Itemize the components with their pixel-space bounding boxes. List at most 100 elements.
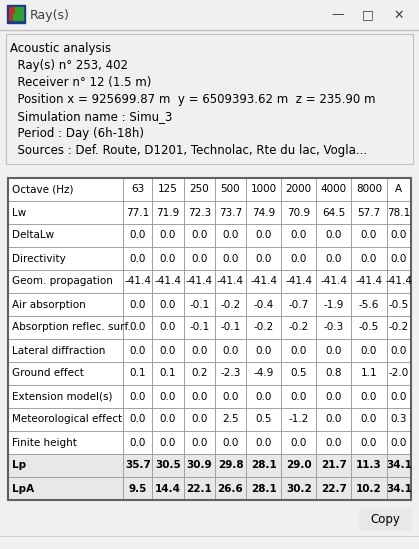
Bar xyxy=(0,0,419,30)
Text: DeltaLw: DeltaLw xyxy=(12,231,54,240)
Text: 0.0: 0.0 xyxy=(129,254,146,264)
Text: -2.3: -2.3 xyxy=(220,368,241,378)
Text: 21.7: 21.7 xyxy=(321,461,347,470)
Text: 0.0: 0.0 xyxy=(222,254,239,264)
Text: -2.0: -2.0 xyxy=(389,368,409,378)
Text: -0.1: -0.1 xyxy=(189,300,210,310)
Text: □: □ xyxy=(362,8,374,21)
Text: 0.8: 0.8 xyxy=(326,368,342,378)
Text: 0.3: 0.3 xyxy=(391,414,407,424)
Text: -4.9: -4.9 xyxy=(253,368,274,378)
Text: 0.0: 0.0 xyxy=(361,438,377,447)
Text: 0.0: 0.0 xyxy=(160,300,176,310)
Text: 0.0: 0.0 xyxy=(129,231,146,240)
Text: -41.4: -41.4 xyxy=(124,277,151,287)
Text: -0.5: -0.5 xyxy=(359,322,379,333)
Text: Sources : Def. Route, D1201, Technolac, Rte du lac, Vogla...: Sources : Def. Route, D1201, Technolac, … xyxy=(10,144,367,157)
Text: 28.1: 28.1 xyxy=(251,484,277,494)
Text: 0.0: 0.0 xyxy=(160,414,176,424)
Text: -0.2: -0.2 xyxy=(253,322,274,333)
Text: 500: 500 xyxy=(221,184,240,194)
Text: 57.7: 57.7 xyxy=(357,208,381,217)
Bar xyxy=(8,178,411,500)
Text: 8000: 8000 xyxy=(356,184,382,194)
Text: 0.0: 0.0 xyxy=(361,391,377,401)
Text: 0.5: 0.5 xyxy=(290,368,307,378)
Text: 0.0: 0.0 xyxy=(191,254,207,264)
Bar xyxy=(15,7,23,13)
Text: 0.2: 0.2 xyxy=(191,368,207,378)
Text: 0.0: 0.0 xyxy=(129,345,146,356)
Text: 4000: 4000 xyxy=(321,184,347,194)
Text: 63: 63 xyxy=(131,184,145,194)
Text: 0.0: 0.0 xyxy=(361,345,377,356)
Text: -0.2: -0.2 xyxy=(389,322,409,333)
Text: 0.0: 0.0 xyxy=(129,414,146,424)
Text: 0.0: 0.0 xyxy=(391,391,407,401)
Text: 0.0: 0.0 xyxy=(326,391,342,401)
Text: ✕: ✕ xyxy=(394,8,404,21)
Text: 0.0: 0.0 xyxy=(191,231,207,240)
Text: 0.0: 0.0 xyxy=(291,254,307,264)
Text: 0.0: 0.0 xyxy=(326,345,342,356)
Text: -0.1: -0.1 xyxy=(189,322,210,333)
Text: 77.1: 77.1 xyxy=(126,208,150,217)
Text: 0.0: 0.0 xyxy=(222,345,239,356)
Text: 30.2: 30.2 xyxy=(286,484,312,494)
Text: 73.7: 73.7 xyxy=(219,208,242,217)
Text: 70.9: 70.9 xyxy=(287,208,310,217)
Text: -0.2: -0.2 xyxy=(289,322,309,333)
Text: Acoustic analysis: Acoustic analysis xyxy=(10,42,111,55)
Text: Air absorption: Air absorption xyxy=(12,300,86,310)
Text: 71.9: 71.9 xyxy=(156,208,180,217)
Text: 0.0: 0.0 xyxy=(191,345,207,356)
Text: -0.7: -0.7 xyxy=(289,300,309,310)
Text: 0.0: 0.0 xyxy=(326,231,342,240)
Bar xyxy=(9,7,15,13)
Text: 74.9: 74.9 xyxy=(252,208,275,217)
Text: 0.0: 0.0 xyxy=(160,254,176,264)
Text: 0.0: 0.0 xyxy=(291,391,307,401)
Text: -1.2: -1.2 xyxy=(289,414,309,424)
Text: 0.0: 0.0 xyxy=(291,438,307,447)
Text: 0.0: 0.0 xyxy=(326,254,342,264)
Text: 0.0: 0.0 xyxy=(256,231,272,240)
Bar xyxy=(7,5,25,23)
Text: 0.0: 0.0 xyxy=(129,391,146,401)
Text: 29.8: 29.8 xyxy=(217,461,243,470)
Bar xyxy=(13,14,23,20)
Text: 0.0: 0.0 xyxy=(391,345,407,356)
Text: Ray(s) n° 253, 402: Ray(s) n° 253, 402 xyxy=(10,59,128,72)
Text: -0.1: -0.1 xyxy=(220,322,241,333)
Text: 0.0: 0.0 xyxy=(160,391,176,401)
Text: —: — xyxy=(332,8,344,21)
Text: -0.2: -0.2 xyxy=(220,300,241,310)
Text: 0.0: 0.0 xyxy=(129,322,146,333)
Text: 0.1: 0.1 xyxy=(129,368,146,378)
Text: 30.5: 30.5 xyxy=(155,461,181,470)
Text: -41.4: -41.4 xyxy=(250,277,277,287)
Text: 0.0: 0.0 xyxy=(160,231,176,240)
Text: 29.0: 29.0 xyxy=(286,461,312,470)
Text: 0.0: 0.0 xyxy=(191,391,207,401)
Text: 34.1: 34.1 xyxy=(386,461,412,470)
Text: 0.0: 0.0 xyxy=(256,254,272,264)
Text: 250: 250 xyxy=(189,184,209,194)
Text: 0.0: 0.0 xyxy=(326,438,342,447)
Text: 0.0: 0.0 xyxy=(222,438,239,447)
Text: Absorption reflec. surf.: Absorption reflec. surf. xyxy=(12,322,131,333)
Text: -0.5: -0.5 xyxy=(389,300,409,310)
Text: 28.1: 28.1 xyxy=(251,461,277,470)
Text: -0.3: -0.3 xyxy=(324,322,344,333)
Text: Meteorological effect: Meteorological effect xyxy=(12,414,122,424)
Text: 35.7: 35.7 xyxy=(125,461,151,470)
Text: 0.0: 0.0 xyxy=(191,438,207,447)
Bar xyxy=(6,34,413,164)
Text: 0.0: 0.0 xyxy=(222,391,239,401)
Text: 0.0: 0.0 xyxy=(361,231,377,240)
Text: Lateral diffraction: Lateral diffraction xyxy=(12,345,105,356)
Text: 2.5: 2.5 xyxy=(222,414,239,424)
Text: LpA: LpA xyxy=(12,484,34,494)
Text: Lw: Lw xyxy=(12,208,26,217)
Text: 22.7: 22.7 xyxy=(321,484,347,494)
